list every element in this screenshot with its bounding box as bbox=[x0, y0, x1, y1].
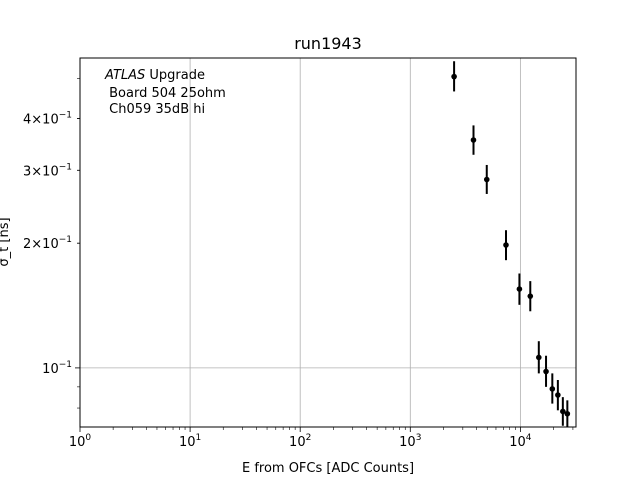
data-point bbox=[555, 379, 561, 411]
y-tick-base: 10 bbox=[42, 237, 59, 252]
annotation-upgrade: Upgrade bbox=[145, 68, 205, 83]
data-point bbox=[516, 273, 523, 305]
y-tick-exponent: −1 bbox=[59, 235, 72, 245]
x-axis-label: E from OFCs [ADC Counts] bbox=[242, 461, 414, 476]
x-tick-base: 10 bbox=[179, 435, 196, 450]
data-point bbox=[543, 355, 549, 387]
marker bbox=[451, 73, 457, 80]
chart-title: run1943 bbox=[294, 34, 362, 53]
annotation-line-3: Ch059 35dB hi bbox=[105, 102, 205, 117]
x-tick-base: 10 bbox=[289, 435, 306, 450]
y-tick-mantissa: 2× bbox=[23, 237, 42, 252]
y-tick-label: 2×10−1 bbox=[23, 235, 72, 252]
marker bbox=[549, 386, 556, 392]
data-point bbox=[564, 400, 571, 427]
x-tick-label: 100 bbox=[69, 433, 92, 450]
x-tick-exponent: 2 bbox=[306, 433, 312, 443]
y-tick-exponent: −1 bbox=[59, 360, 72, 370]
y-tick-base: 10 bbox=[42, 362, 59, 377]
marker bbox=[543, 368, 549, 375]
data-point bbox=[470, 125, 477, 155]
y-tick-label: 10−1 bbox=[42, 360, 72, 377]
marker bbox=[536, 354, 542, 361]
plot-frame bbox=[79, 57, 577, 428]
x-tick-exponent: 3 bbox=[416, 433, 422, 443]
y-tick-base: 10 bbox=[42, 164, 59, 179]
y-tick-exponent: −1 bbox=[59, 111, 72, 121]
data-point bbox=[483, 164, 490, 194]
y-tick-label: 3×10−1 bbox=[23, 162, 72, 179]
x-tick-exponent: 0 bbox=[85, 433, 91, 443]
x-tick-label: 101 bbox=[179, 433, 201, 450]
data-point bbox=[503, 230, 509, 261]
annotation-line-1: ATLAS Upgrade bbox=[104, 68, 205, 83]
x-tick-label: 103 bbox=[399, 433, 421, 450]
marker bbox=[483, 176, 490, 183]
data-point bbox=[560, 397, 566, 426]
annotation-line-2: Board 504 25ohm bbox=[105, 86, 226, 101]
marker bbox=[560, 408, 566, 415]
x-tick-label: 102 bbox=[289, 433, 311, 450]
marker bbox=[503, 242, 509, 248]
data-point bbox=[536, 341, 542, 374]
marker bbox=[470, 137, 477, 143]
x-tick-label: 104 bbox=[509, 433, 532, 450]
x-tick-exponent: 1 bbox=[196, 433, 202, 443]
annotation: ATLAS Upgrade Board 504 25ohm Ch059 35dB… bbox=[104, 68, 226, 117]
y-tick-mantissa: 3× bbox=[23, 164, 42, 179]
y-tick-mantissa: 4× bbox=[23, 113, 42, 128]
data-point bbox=[451, 61, 457, 92]
marker bbox=[527, 293, 534, 299]
x-tick-base: 10 bbox=[509, 435, 526, 450]
marker bbox=[555, 392, 561, 398]
data-point bbox=[549, 373, 556, 404]
x-tick-base: 10 bbox=[399, 435, 416, 450]
x-tick-exponent: 4 bbox=[526, 433, 532, 443]
marker bbox=[516, 286, 523, 292]
x-tick-base: 10 bbox=[69, 435, 86, 450]
marker bbox=[564, 410, 571, 417]
data-point bbox=[527, 281, 534, 312]
y-tick-base: 10 bbox=[42, 113, 59, 128]
major-ticks bbox=[75, 118, 521, 432]
y-tick-label: 4×10−1 bbox=[23, 111, 72, 128]
data-series bbox=[451, 61, 571, 427]
y-tick-exponent: −1 bbox=[59, 162, 72, 172]
annotation-atlas: ATLAS bbox=[104, 68, 145, 83]
y-axis-label: σ_t [ns] bbox=[0, 217, 12, 266]
